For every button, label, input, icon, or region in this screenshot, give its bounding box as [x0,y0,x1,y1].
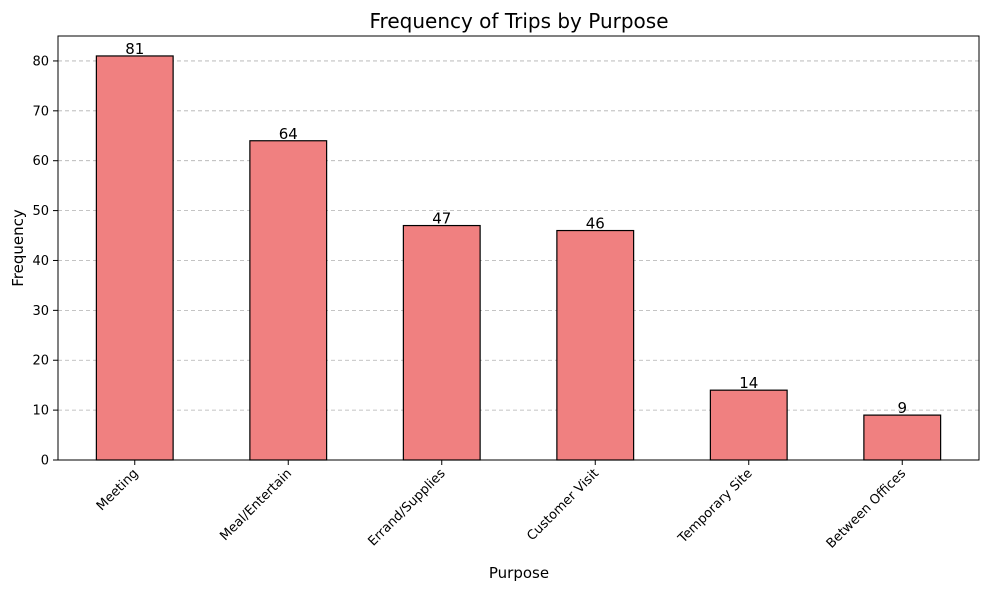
gridlines [58,60,979,411]
bar [95,55,174,461]
y-tick-label: 0 [41,454,49,469]
bar-value-label: 14 [739,374,758,392]
y-axis-label: Frequency [9,209,27,287]
y-tick-label: 50 [32,204,49,219]
bar [709,389,788,461]
x-tick-label: Temporary Site [675,466,756,547]
y-tick-label: 20 [32,354,49,369]
bar [402,224,481,461]
x-tick-label: Between Offices [824,466,910,552]
x-axis-ticks: Meeting Meal/Entertain Errand/Supplies Cust… [94,460,909,552]
bar [863,414,942,461]
bar [556,229,635,461]
y-tick-label: 80 [32,54,49,69]
y-axis-ticks: 0 10 20 30 40 50 60 70 80 [32,54,58,469]
bar-value-label: 9 [897,399,907,417]
bar-value-label: 46 [586,215,605,233]
x-axis-label: Purpose [489,564,549,582]
bar-value-label: 64 [279,125,298,143]
x-tick-label: Errand/Supplies [365,466,448,549]
data-labels: 81 64 47 46 14 9 [125,40,907,417]
y-tick-label: 30 [32,304,49,319]
bar-value-label: 81 [125,40,144,58]
y-tick-label: 40 [32,254,49,269]
chart-title: Frequency of Trips by Purpose [370,9,669,33]
x-tick-label: Meal/Entertain [217,466,295,544]
y-tick-label: 10 [32,404,49,419]
bar-value-label: 47 [432,210,451,228]
x-tick-label: Customer Visit [524,466,602,544]
y-tick-label: 60 [32,154,49,169]
bar [249,140,328,461]
x-tick-label: Meeting [94,466,142,514]
y-tick-label: 70 [32,104,49,119]
bars [95,55,942,461]
axes-frame [57,35,980,461]
